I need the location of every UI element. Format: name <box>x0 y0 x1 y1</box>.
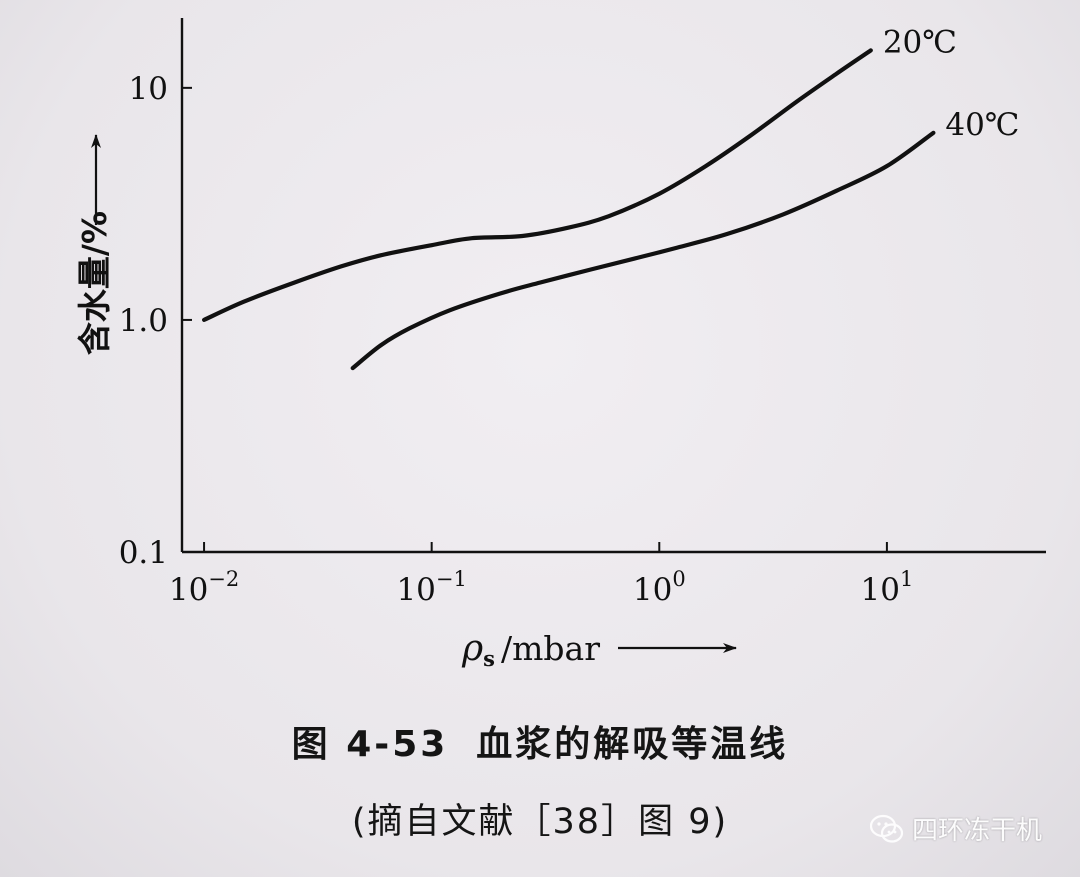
y-ticks: 0.1 1.0 10 <box>119 71 192 571</box>
series-labels: 20℃ 40℃ <box>883 24 1020 142</box>
wechat-icon <box>869 814 904 843</box>
x-tick-label: 101 <box>860 567 913 608</box>
watermark-text: 四环冻干机 <box>911 816 1042 846</box>
y-tick-label: 1.0 <box>119 303 168 339</box>
series-line-20c <box>202 48 873 322</box>
chart: 10−2 10−1 100 101 0.1 1.0 10 20℃ 40℃ 含水量/% ρs /… <box>75 18 1046 671</box>
y-tick-label: 10 <box>129 71 168 107</box>
y-axis-title: 含水量/% <box>75 134 114 355</box>
axes <box>180 18 1046 554</box>
figure-title: 血浆的解吸等温线 <box>476 724 789 765</box>
source-note: (摘自文献［38］图 9) <box>351 802 729 842</box>
curves <box>202 48 936 371</box>
x-ticks: 10−2 10−1 100 101 <box>169 542 913 608</box>
figure-caption: 图 4-53 血浆的解吸等温线 <box>0 715 1080 767</box>
x-axis-label: ρs/mbar <box>461 628 600 671</box>
series-label-20c: 20℃ <box>883 24 957 60</box>
y-axis-label: 含水量/% <box>75 211 114 355</box>
x-tick-label: 10−2 <box>169 567 239 608</box>
x-tick-label: 100 <box>633 567 686 608</box>
series-line-40c <box>350 130 936 371</box>
watermark: 四环冻干机 <box>869 810 1042 847</box>
y-tick-label: 0.1 <box>119 535 168 571</box>
x-axis-title: ρs/mbar <box>461 628 737 671</box>
x-tick-label: 10−1 <box>396 567 466 608</box>
figure-number: 图 4-53 <box>291 724 449 765</box>
series-label-40c: 40℃ <box>945 107 1019 143</box>
